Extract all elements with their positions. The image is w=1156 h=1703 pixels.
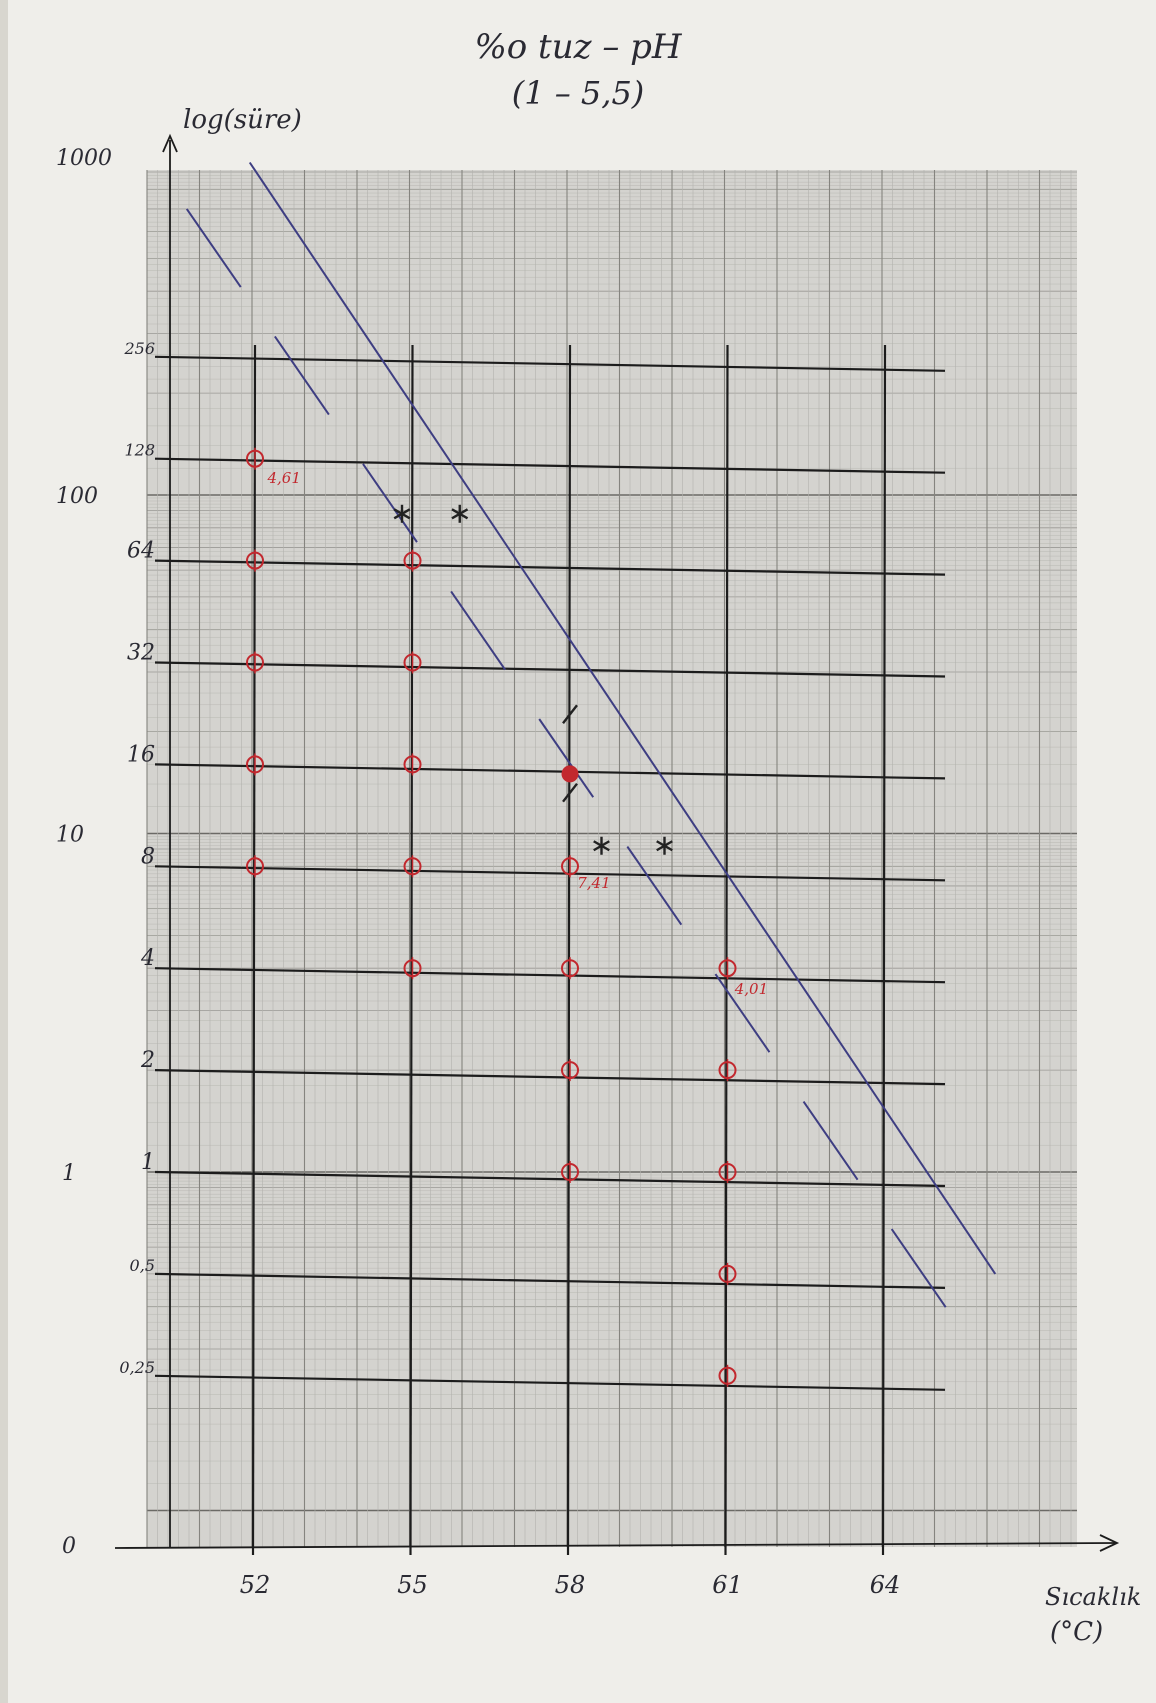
data-point-tick-mark <box>562 704 578 725</box>
chart-subtitle: (1 – 5,5) <box>512 74 645 112</box>
temperature-rulings <box>251 344 887 1556</box>
y-time-label: 2 <box>140 1048 155 1073</box>
y-time-label: 64 <box>127 539 155 564</box>
data-point-star <box>393 508 411 520</box>
graph-paper <box>147 170 1077 1547</box>
time-line-4 <box>154 967 946 984</box>
temperature-ruling-64 <box>881 344 887 1556</box>
annotation-label: 7,41 <box>577 874 610 892</box>
x-tick-label: 58 <box>555 1571 586 1599</box>
temperature-ruling-58 <box>566 344 572 1556</box>
y-time-label: 256 <box>123 339 155 358</box>
y-axis-arrow-icon <box>162 133 178 153</box>
y-time-label: 1 <box>141 1150 155 1175</box>
y-time-label: 0,25 <box>119 1358 155 1377</box>
data-point-star <box>451 508 469 520</box>
y-time-label: 8 <box>141 844 155 869</box>
x-axis-arrow-icon <box>1099 1534 1120 1552</box>
y-time-label: 4 <box>140 946 155 971</box>
time-reference-lines <box>154 355 946 1391</box>
time-line-64 <box>154 559 946 576</box>
x-tick-label: 52 <box>240 1571 271 1599</box>
time-line-1 <box>154 1170 946 1188</box>
time-line-0,25 <box>154 1374 946 1391</box>
axes <box>114 133 1120 1552</box>
x-tick-label: 61 <box>712 1571 743 1599</box>
fit-lines <box>185 161 997 1319</box>
chart-title: %o tuz – pH <box>474 27 682 67</box>
y-decade-label: 100 <box>56 484 98 509</box>
grid <box>146 170 1077 1547</box>
y-time-label: 128 <box>124 441 155 460</box>
data-point-filled <box>561 765 579 783</box>
y-decade-label: 1 <box>62 1161 76 1186</box>
x-tick-label: 55 <box>397 1571 428 1599</box>
annotation-label: 4,61 <box>267 469 301 487</box>
y-time-label: 0,5 <box>130 1256 155 1275</box>
fit-line-1 <box>248 161 997 1275</box>
time-line-256 <box>154 355 946 372</box>
x-axis <box>114 1542 1116 1549</box>
y-time-label: 16 <box>127 742 155 767</box>
tick-labels: 52 55 58 61 641000100101025612864321684210,5… <box>56 146 900 1599</box>
fit-line-2 <box>185 208 955 1319</box>
y-time-label: 32 <box>127 641 155 666</box>
x-axis-label: Sıcaklık <box>1045 1583 1141 1611</box>
y-decade-label: 10 <box>56 823 84 848</box>
y-decade-label: 1000 <box>56 146 112 171</box>
time-line-8 <box>154 865 946 882</box>
y-axis-label: log(süre) <box>183 105 302 135</box>
y-decade-label: 0 <box>62 1534 76 1559</box>
time-line-0,5 <box>154 1272 946 1289</box>
data-point-star <box>593 840 610 852</box>
time-line-128 <box>154 457 946 474</box>
x-axis-unit: (°C) <box>1050 1617 1103 1647</box>
temperature-ruling-61 <box>724 344 729 1556</box>
time-line-16 <box>154 763 946 780</box>
time-line-32 <box>154 661 946 678</box>
data-marks: 4,61 7,41 4,01 <box>246 447 768 1387</box>
data-point-tick-mark <box>562 782 578 803</box>
x-tick-label: 64 <box>870 1571 901 1599</box>
data-point-star <box>656 840 673 852</box>
temperature-ruling-52 <box>251 344 257 1556</box>
time-line-2 <box>154 1069 946 1086</box>
temperature-ruling-55 <box>409 344 414 1556</box>
annotation-label: 4,01 <box>734 980 768 998</box>
